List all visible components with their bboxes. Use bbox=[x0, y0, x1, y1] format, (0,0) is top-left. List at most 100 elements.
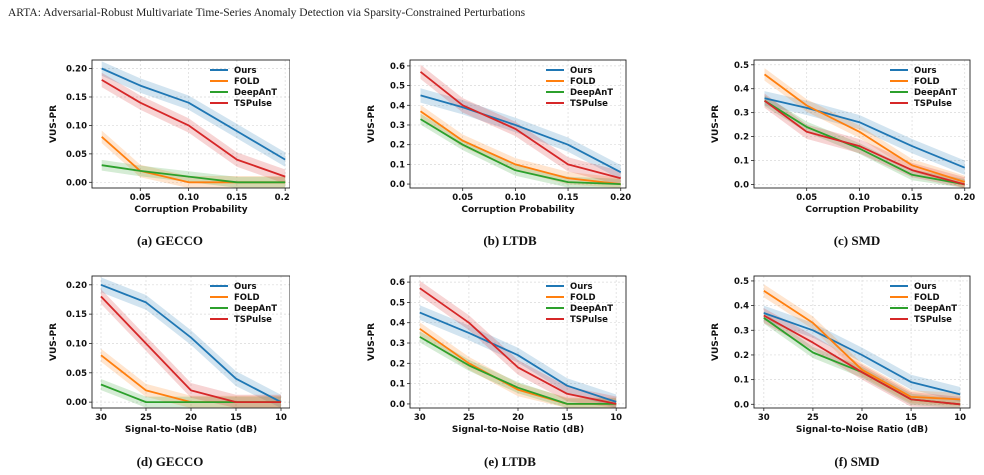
legend-label-deepant: DeepAnT bbox=[234, 304, 277, 314]
y-tick-label: 0.5 bbox=[390, 298, 405, 308]
chart-b-ltdb-corruption: 0.0 0.1 0.2 0.3 0.4 0.5 0.6 0.05 0.10 0.15 0.20 Cor… bbox=[367, 59, 631, 215]
band-deepant bbox=[101, 159, 286, 188]
x-tick-label: 30 bbox=[758, 413, 770, 423]
x-tick-label: 30 bbox=[95, 413, 107, 423]
band-fold bbox=[101, 130, 286, 188]
running-title: ARTA: Adversarial-Robust Multivariate Ti… bbox=[8, 7, 526, 19]
x-tick-label: 30 bbox=[414, 413, 426, 423]
legend-label-tspulse: TSPulse bbox=[914, 315, 952, 325]
y-tick-label: 0.2 bbox=[734, 351, 749, 361]
plot-frame bbox=[91, 59, 290, 189]
series-line-ours bbox=[764, 97, 966, 169]
band-fold bbox=[101, 348, 281, 408]
y-tick-label: 0.5 bbox=[734, 61, 749, 71]
y-tick-label: 0.15 bbox=[66, 93, 87, 103]
y-tick-label: 0.20 bbox=[66, 281, 87, 291]
legend-label-deepant: DeepAnT bbox=[234, 88, 277, 98]
plot-frame bbox=[409, 59, 627, 189]
y-tick-label: 0.0 bbox=[390, 180, 405, 190]
caption-b: (b) LTDB bbox=[483, 233, 537, 248]
y-tick-label: 0.2 bbox=[390, 359, 405, 369]
grid bbox=[410, 60, 626, 188]
legend-label-fold: FOLD bbox=[914, 293, 940, 303]
y-tick-label: 0.6 bbox=[390, 62, 405, 72]
y-tick-label: 0.05 bbox=[66, 369, 87, 379]
legend-label-deepant: DeepAnT bbox=[570, 88, 613, 98]
x-tick-label: 20 bbox=[185, 413, 197, 423]
y-tick-label: 0.10 bbox=[66, 121, 87, 131]
band-ours bbox=[419, 305, 617, 408]
x-tick-label: 10 bbox=[954, 413, 966, 423]
series-line-tspulse bbox=[763, 99, 965, 186]
legend-label-fold: FOLD bbox=[570, 77, 596, 87]
y-tick-label: 0.6 bbox=[390, 278, 405, 288]
x-tick-label: 25 bbox=[140, 413, 152, 423]
y-axis-label: VUS-PR bbox=[49, 105, 59, 143]
series-line-tspulse bbox=[101, 79, 286, 178]
x-tick-label: 15 bbox=[905, 413, 917, 423]
series-line-ours bbox=[763, 312, 961, 396]
y-tick-label: 0.5 bbox=[390, 82, 405, 92]
band-fold bbox=[763, 284, 961, 406]
chart-e-ltdb-snr: 0.0 0.1 0.2 0.3 0.4 0.5 0.6 30 25 20 15 10 Signal-to… bbox=[367, 275, 627, 435]
series-line-fold bbox=[763, 290, 961, 401]
x-axis-label: Signal-to-Noise Ratio (dB) bbox=[796, 425, 928, 435]
legend-label-ours: Ours bbox=[570, 282, 593, 292]
legend-label-deepant: DeepAnT bbox=[914, 88, 957, 98]
series-line-tspulse bbox=[763, 314, 961, 406]
y-tick-label: 0.3 bbox=[390, 121, 405, 131]
legend-label-ours: Ours bbox=[914, 66, 937, 76]
y-tick-label: 0.2 bbox=[390, 141, 405, 151]
legend-label-ours: Ours bbox=[234, 66, 257, 76]
x-axis-label: Corruption Probability bbox=[805, 205, 918, 215]
x-tick-label: 10 bbox=[275, 413, 287, 423]
chart-d-gecco-snr: 0.00 0.05 0.10 0.15 0.20 30 25 20 15 10 Signal-to-… bbox=[49, 275, 290, 435]
series-line-tspulse bbox=[419, 287, 617, 405]
x-tick-label: 15 bbox=[561, 413, 573, 423]
y-tick-label: 0.20 bbox=[66, 65, 87, 75]
y-tick-label: 0.0 bbox=[734, 400, 749, 410]
y-tick-label: 0.0 bbox=[734, 180, 749, 190]
y-tick-label: 0.1 bbox=[390, 160, 405, 170]
legend-label-fold: FOLD bbox=[570, 293, 596, 303]
grid bbox=[754, 60, 970, 188]
y-tick-label: 0.10 bbox=[66, 339, 87, 349]
series-line-deepant bbox=[101, 164, 286, 184]
series-line-deepant bbox=[764, 99, 965, 186]
y-tick-label: 0.0 bbox=[390, 400, 405, 410]
x-tick-label: 10 bbox=[610, 413, 622, 423]
series-line-fold bbox=[419, 110, 621, 185]
y-axis-label: VUS-PR bbox=[367, 323, 377, 361]
y-tick-label: 0.3 bbox=[390, 339, 405, 349]
legend-label-ours: Ours bbox=[234, 282, 257, 292]
chart-c-smd-corruption: 0.0 0.1 0.2 0.3 0.4 0.5 0.05 0.10 0.15 0.20 Corrup… bbox=[711, 59, 975, 215]
x-tick-label: 0.15 bbox=[226, 193, 247, 203]
x-tick-label: 0.05 bbox=[130, 193, 151, 203]
y-tick-label: 0.5 bbox=[734, 277, 749, 287]
grid bbox=[92, 276, 290, 408]
legend-label-tspulse: TSPulse bbox=[234, 99, 272, 109]
y-tick-label: 0.15 bbox=[66, 310, 87, 320]
legend-label-ours: Ours bbox=[570, 66, 593, 76]
legend-label-tspulse: TSPulse bbox=[570, 99, 608, 109]
y-tick-label: 0.4 bbox=[390, 101, 405, 111]
series-line-ours bbox=[420, 94, 622, 173]
x-axis-label: Corruption Probability bbox=[134, 205, 247, 215]
chart-a-gecco-corruption: 0.00 0.05 0.10 0.15 0.20 0.05 0.10 0.15 0.20 Corr… bbox=[49, 59, 290, 215]
legend-label-fold: FOLD bbox=[234, 293, 260, 303]
chart-f-smd-snr: 0.0 0.1 0.2 0.3 0.4 0.5 30 25 20 15 10 Signal-to-No… bbox=[711, 275, 971, 435]
caption-e: (e) LTDB bbox=[484, 454, 536, 469]
series-line-deepant bbox=[419, 336, 617, 405]
legend-label-deepant: DeepAnT bbox=[570, 304, 613, 314]
band-tspulse bbox=[764, 93, 965, 188]
x-tick-label: 0.05 bbox=[796, 193, 817, 203]
x-axis-label: Signal-to-Noise Ratio (dB) bbox=[452, 425, 584, 435]
x-tick-label: 0.15 bbox=[558, 193, 579, 203]
y-tick-label: 0.00 bbox=[66, 398, 87, 408]
x-tick-label: 20 bbox=[512, 413, 524, 423]
legend-label-fold: FOLD bbox=[914, 77, 940, 87]
y-tick-label: 0.1 bbox=[734, 156, 749, 166]
y-axis-label: VUS-PR bbox=[49, 323, 59, 361]
y-tick-label: 0.1 bbox=[390, 380, 405, 390]
band-ours bbox=[420, 88, 621, 180]
